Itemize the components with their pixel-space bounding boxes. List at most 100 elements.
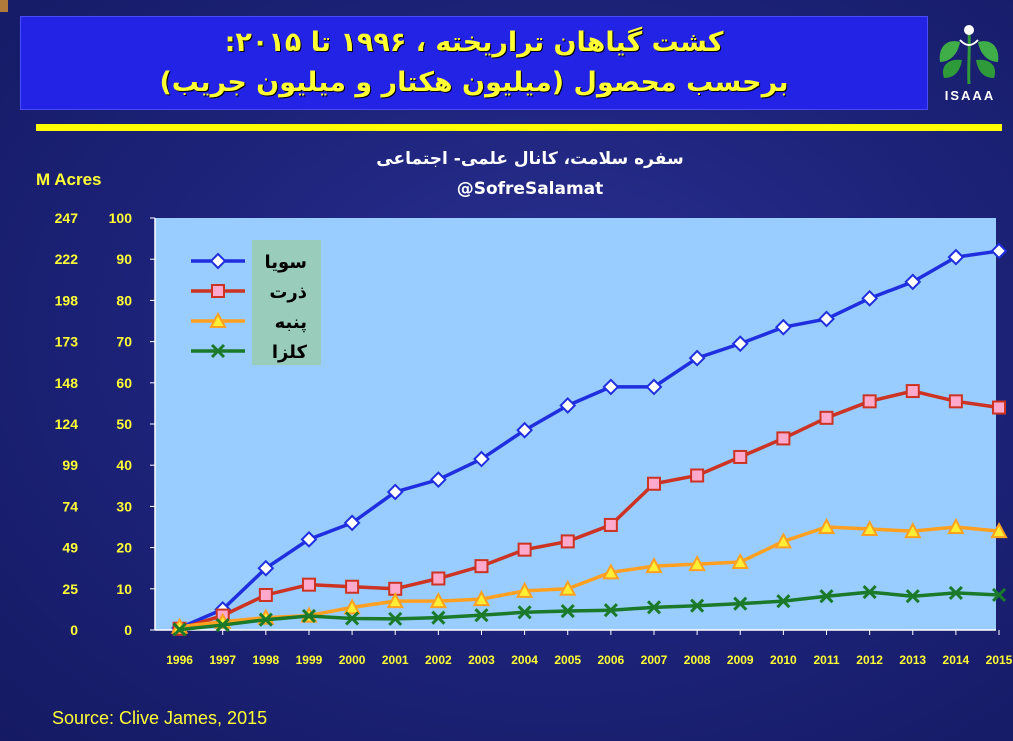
- data-point-0: [990, 242, 1008, 260]
- y-tick-label: 80: [116, 292, 132, 308]
- secondary-tick-label: 247: [55, 210, 79, 226]
- data-point-3: [905, 589, 920, 604]
- x-tick-label: 1998: [252, 653, 279, 667]
- isaaa-logo-icon: [939, 25, 999, 85]
- series-line-0: [178, 249, 1000, 630]
- data-point-1: [560, 534, 575, 549]
- secondary-tick-label: 173: [55, 334, 79, 350]
- data-point-0: [429, 471, 447, 489]
- data-point-3: [690, 598, 705, 613]
- data-point-3: [991, 587, 1007, 603]
- x-tick-label: 2005: [554, 653, 581, 667]
- legend-marker-0: [209, 252, 227, 270]
- data-point-2: [817, 517, 836, 534]
- data-point-2: [990, 522, 1008, 539]
- data-point-0: [300, 530, 318, 548]
- y-tick-label: 30: [116, 498, 132, 514]
- data-point-2: [602, 563, 620, 580]
- secondary-axis-label: M Acres: [36, 170, 102, 189]
- secondary-tick-label: 25: [62, 581, 78, 597]
- data-point-2: [947, 517, 965, 534]
- x-tick-label: 2004: [511, 653, 538, 667]
- legend-label-1: ذرت: [269, 282, 307, 303]
- data-point-0: [688, 349, 706, 367]
- y-tick-label: 10: [116, 581, 132, 597]
- legend-marker-2: [209, 311, 227, 328]
- data-point-3: [388, 611, 403, 626]
- title-line-1: کشت گیاهان تراریخته ، ۱۹۹۶ تا ۲۰۱۵:: [224, 27, 724, 58]
- data-point-3: [517, 605, 532, 620]
- data-point-1: [776, 431, 791, 446]
- legend-label-3: کلزا: [272, 342, 308, 363]
- data-point-3: [474, 608, 489, 623]
- divider-rule: [36, 124, 1002, 131]
- data-point-3: [646, 600, 662, 615]
- data-point-2: [860, 519, 879, 537]
- y-tick-label: 50: [116, 416, 132, 432]
- x-tick-label: 1999: [296, 653, 323, 667]
- x-tick-label: 1997: [209, 653, 236, 667]
- watermark: سفره سلامت، کانال علمی- اجتماعی @SofreSa…: [330, 144, 730, 204]
- legend-label-2: پنبه: [275, 312, 307, 333]
- data-point-3: [603, 603, 618, 618]
- data-point-2: [472, 589, 491, 607]
- data-point-0: [904, 273, 922, 291]
- data-point-3: [862, 585, 877, 600]
- data-point-3: [172, 622, 187, 637]
- data-point-1: [345, 579, 360, 594]
- data-point-0: [602, 378, 620, 396]
- series-line-2: [179, 525, 1000, 629]
- x-tick-label: 2001: [382, 653, 409, 667]
- data-point-3: [733, 596, 748, 611]
- data-point-0: [731, 335, 749, 353]
- legend-marker-1: [211, 284, 225, 298]
- data-point-0: [516, 421, 534, 439]
- watermark-line-1: سفره سلامت، کانال علمی- اجتماعی: [376, 149, 684, 169]
- data-point-0: [386, 483, 404, 501]
- data-point-2: [688, 554, 706, 572]
- data-point-1: [258, 587, 273, 602]
- data-point-1: [733, 449, 748, 464]
- data-point-3: [345, 611, 360, 626]
- watermark-line-2: @SofreSalamat: [456, 179, 604, 199]
- y-tick-label: 70: [116, 334, 132, 350]
- secondary-tick-label: 198: [55, 292, 79, 308]
- data-point-3: [215, 617, 230, 633]
- secondary-tick-label: 0: [70, 622, 78, 638]
- data-point-1: [862, 394, 877, 409]
- data-point-2: [559, 579, 577, 596]
- data-point-3: [819, 589, 834, 604]
- data-point-3: [776, 594, 791, 609]
- x-tick-label: 2011: [813, 653, 839, 667]
- x-tick-label: 2015: [986, 653, 1013, 667]
- y-tick-label: 90: [116, 251, 132, 267]
- data-point-2: [386, 592, 404, 609]
- data-point-0: [257, 559, 275, 577]
- data-point-1: [819, 410, 834, 425]
- y-tick-label: 60: [116, 375, 132, 391]
- data-point-3: [431, 610, 446, 625]
- data-point-2: [904, 522, 922, 539]
- data-point-1: [301, 577, 316, 592]
- x-tick-label: 2007: [641, 653, 668, 667]
- data-point-0: [473, 450, 490, 468]
- data-point-0: [818, 310, 835, 328]
- data-point-0: [774, 318, 792, 336]
- source-note: Source: Clive James, 2015: [52, 708, 268, 728]
- data-point-1: [905, 384, 920, 399]
- y-tick-label: 20: [116, 540, 132, 556]
- x-tick-label: 2003: [468, 653, 495, 667]
- secondary-tick-label: 222: [55, 251, 79, 267]
- data-point-1: [948, 394, 963, 409]
- secondary-tick-label: 49: [62, 540, 78, 556]
- title-line-2: برحسب محصول (میلیون هکتار و میلیون جریب): [159, 67, 789, 98]
- data-point-1: [690, 468, 705, 483]
- series-line-1: [179, 389, 1000, 631]
- x-tick-label: 2013: [899, 653, 926, 667]
- data-point-0: [343, 514, 361, 532]
- legend-marker-3: [210, 343, 226, 359]
- x-tick-label: 2012: [856, 653, 883, 667]
- data-point-0: [861, 289, 879, 307]
- data-point-1: [646, 476, 661, 491]
